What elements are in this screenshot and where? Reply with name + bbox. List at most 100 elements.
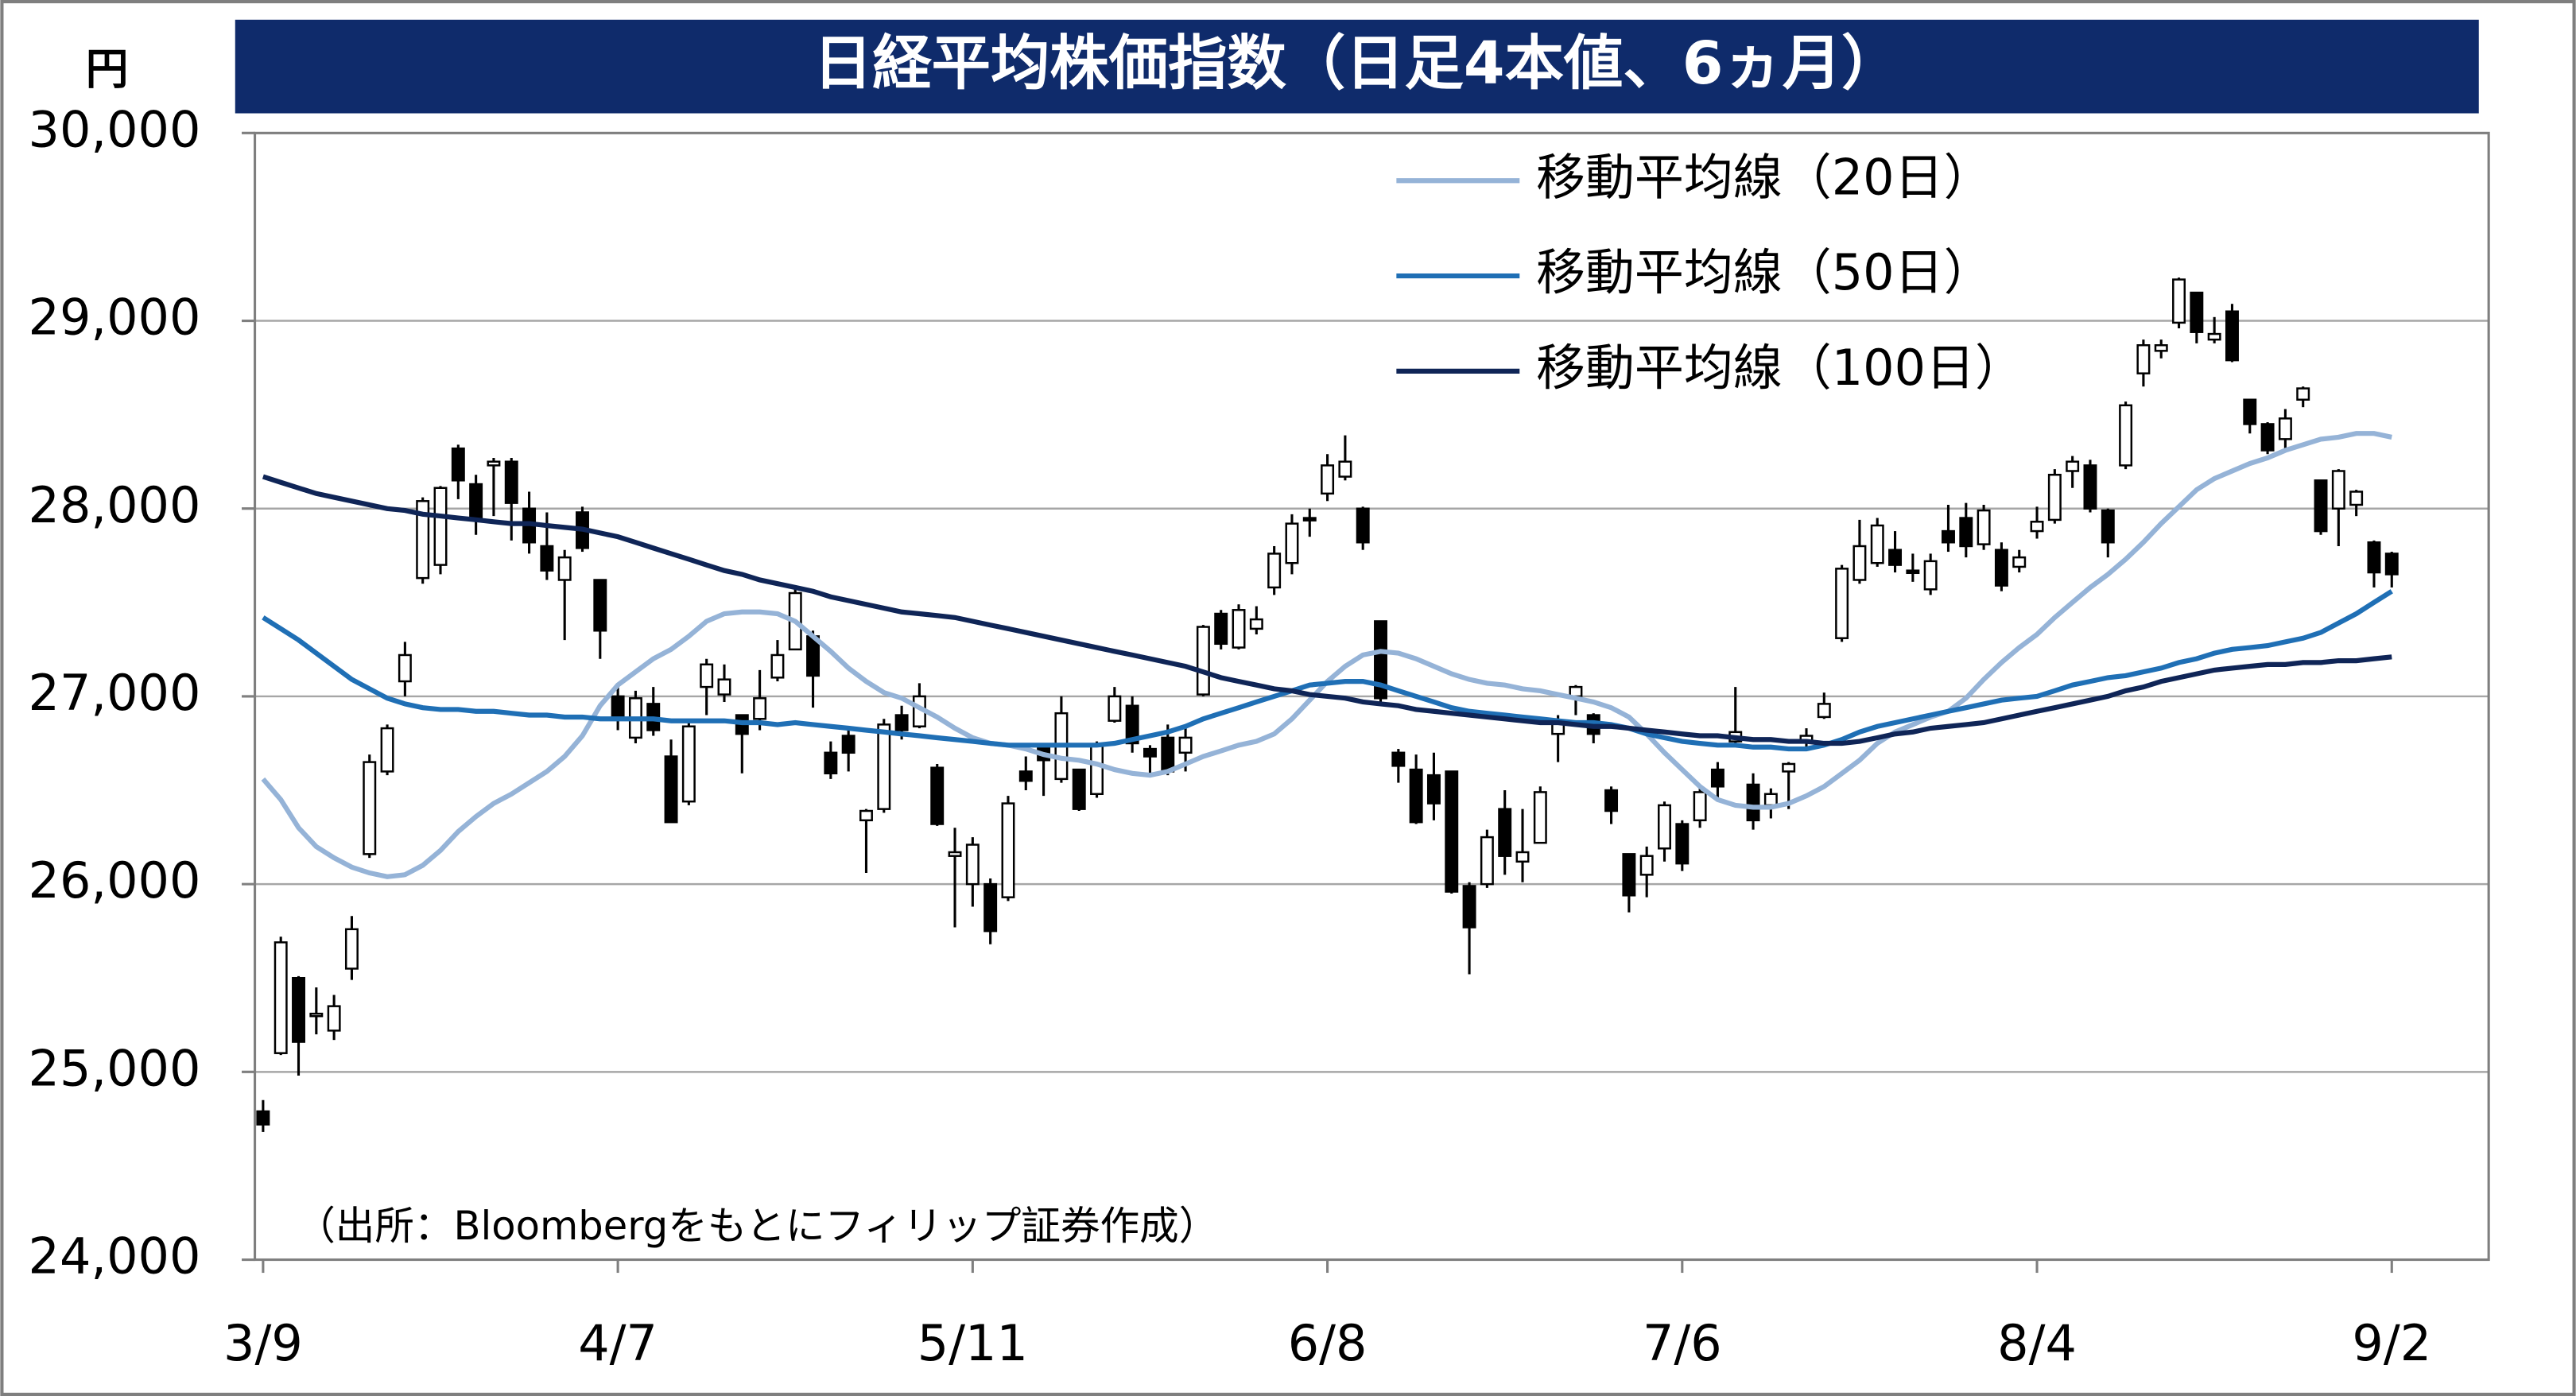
chart-title: 日経平均株価指数（日足4本値、6ヵ月）	[813, 29, 1901, 98]
candle-body	[2030, 521, 2044, 533]
candle-body	[2314, 479, 2328, 533]
x-tick-label: 8/4	[1997, 1314, 2077, 1372]
candle-body	[1604, 789, 1619, 812]
y-tick-label: 28,000	[29, 476, 201, 534]
candle-body	[1693, 791, 1707, 822]
candle-body	[1923, 560, 1938, 591]
candle-body	[1374, 620, 1387, 700]
candle-body	[2349, 491, 2364, 506]
candle-body	[2331, 470, 2345, 510]
candle-body	[894, 714, 909, 731]
candle-body	[965, 843, 980, 886]
candle-body	[2101, 509, 2115, 544]
candle-body	[1445, 770, 1459, 893]
candle-body	[1852, 545, 1867, 581]
candle-body	[1232, 609, 1246, 649]
candle-body	[2047, 473, 2062, 522]
candle-body	[540, 545, 554, 572]
y-tick-label: 30,000	[29, 100, 201, 158]
moving-average-line	[262, 589, 2393, 752]
candle-body	[1942, 529, 1955, 544]
candle-body	[1356, 507, 1370, 544]
candle-body	[664, 755, 678, 824]
candle-body	[2119, 404, 2133, 467]
candle-body	[1622, 853, 1636, 897]
y-tick-label: 24,000	[29, 1227, 201, 1285]
candle-body	[2367, 541, 2381, 574]
candle-body	[1018, 770, 1033, 782]
candle-body	[2172, 278, 2186, 324]
candle-body	[2136, 344, 2151, 374]
candle-body	[1338, 460, 1352, 478]
legend-label: 移動平均線（20日）	[1536, 148, 1993, 206]
candle-body	[611, 695, 625, 719]
x-tick-label: 4/7	[578, 1314, 658, 1372]
candle-body	[1321, 464, 1335, 495]
candle-body	[487, 460, 501, 467]
candle-body	[1870, 524, 1884, 564]
legend-label: 移動平均線（50日）	[1536, 243, 1993, 301]
candle-body	[1426, 774, 1441, 805]
x-tick-label: 5/11	[918, 1314, 1028, 1372]
candle-body	[1906, 569, 1920, 575]
candle-body	[753, 697, 767, 720]
candle-body	[1462, 885, 1476, 929]
candle-body	[274, 941, 288, 1054]
candle-body	[1763, 793, 1778, 807]
candle-body	[1214, 612, 1228, 646]
candle-body	[1196, 626, 1210, 696]
candle-body	[2083, 464, 2097, 510]
candle-body	[1391, 751, 1406, 767]
candle-body	[1409, 768, 1423, 824]
candle-body	[1710, 768, 1724, 788]
x-tick-label: 7/6	[1643, 1314, 1722, 1372]
candle-body	[1001, 802, 1015, 898]
candle-body	[841, 735, 855, 754]
candle-body	[948, 851, 962, 857]
candle-body	[1977, 509, 1991, 545]
candle-body	[469, 483, 483, 522]
candle-body	[398, 653, 412, 683]
candle-body	[1072, 768, 1086, 810]
candle-body	[1125, 704, 1139, 745]
candle-body	[1108, 695, 1122, 722]
candle-body	[309, 1012, 324, 1018]
candle-body	[1090, 744, 1104, 795]
candle-body	[877, 723, 891, 810]
candle-body	[1782, 762, 1796, 773]
candle-body	[593, 579, 607, 632]
candle-body	[2066, 460, 2080, 472]
candle-body	[770, 653, 785, 679]
candle-body	[1267, 553, 1282, 589]
candle-body	[380, 727, 394, 773]
candle-body	[416, 500, 430, 580]
candle-body	[1746, 783, 1760, 822]
candle-body	[1143, 747, 1157, 758]
candle-body	[2154, 344, 2168, 352]
source-note: （出所：Bloombergをもとにフィリップ証券作成）	[296, 1203, 1218, 1249]
candle-body	[1285, 522, 1299, 564]
candle-body	[1994, 549, 2008, 587]
candle-body	[363, 761, 377, 855]
candle-body	[451, 447, 465, 482]
candle-body	[2207, 332, 2221, 341]
candle-body	[2243, 398, 2257, 425]
candle-body	[2278, 417, 2292, 440]
candle-body	[859, 809, 873, 822]
candle-body	[1888, 549, 1903, 566]
candle-body	[504, 460, 518, 504]
candle-body	[557, 556, 572, 581]
candle-body	[681, 725, 696, 803]
y-axis-unit: 円	[86, 45, 129, 95]
candle-body	[256, 1110, 270, 1126]
candle-body	[1835, 568, 1849, 639]
candle-body	[824, 751, 838, 775]
candle-body	[1533, 791, 1547, 844]
candle-body	[700, 663, 714, 688]
candle-body	[292, 976, 305, 1043]
candle-body	[327, 1005, 341, 1032]
candle-body	[1639, 855, 1654, 876]
candle-body	[717, 678, 731, 696]
